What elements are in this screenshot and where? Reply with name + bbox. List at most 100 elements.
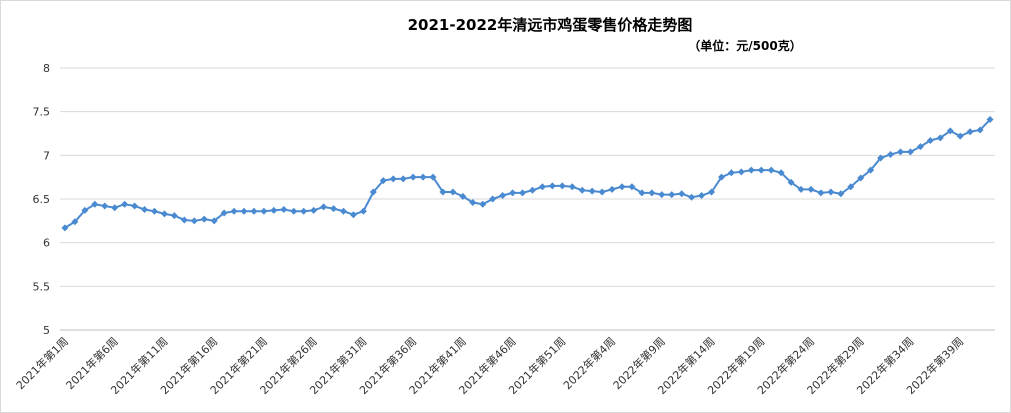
marker [548, 182, 556, 190]
marker [399, 175, 407, 183]
marker [976, 126, 984, 134]
marker [469, 198, 477, 206]
y-tick-label: 5 [43, 324, 50, 337]
marker [877, 154, 885, 162]
marker [359, 207, 367, 215]
marker [807, 185, 815, 193]
marker [180, 216, 188, 224]
y-tick-label: 7.5 [33, 106, 51, 119]
marker [747, 166, 755, 174]
marker [847, 183, 855, 191]
marker [91, 200, 99, 208]
marker [150, 207, 158, 215]
marker [618, 183, 626, 191]
marker [986, 116, 994, 124]
marker [837, 190, 845, 198]
marker [389, 175, 397, 183]
marker [926, 136, 934, 144]
marker [439, 188, 447, 196]
marker [429, 173, 437, 181]
marker [519, 189, 527, 197]
marker [568, 183, 576, 191]
marker [698, 192, 706, 200]
marker [81, 206, 89, 214]
marker [459, 192, 467, 200]
marker [61, 224, 69, 232]
marker [320, 203, 328, 211]
marker [528, 186, 536, 194]
marker [887, 150, 895, 158]
marker [379, 177, 387, 185]
marker [608, 185, 616, 193]
marker [489, 195, 497, 203]
marker [260, 207, 268, 215]
marker [558, 182, 566, 190]
marker [956, 132, 964, 140]
marker [270, 206, 278, 214]
marker [290, 207, 298, 215]
chart-subtitle: （单位：元/500克） [688, 38, 801, 53]
y-tick-label: 6.5 [33, 193, 51, 206]
marker [966, 128, 974, 136]
marker [717, 173, 725, 181]
marker [141, 205, 149, 213]
marker [578, 186, 586, 194]
marker [339, 207, 347, 215]
marker [708, 188, 716, 196]
marker [946, 127, 954, 135]
marker [827, 188, 835, 196]
marker [101, 202, 109, 210]
marker [330, 205, 338, 213]
marker [409, 173, 417, 181]
marker [230, 207, 238, 215]
marker [797, 185, 805, 193]
marker [538, 183, 546, 191]
marker [598, 188, 606, 196]
marker [210, 217, 218, 225]
marker [160, 210, 168, 218]
marker [220, 209, 228, 217]
marker [916, 143, 924, 151]
y-tick-label: 6 [43, 237, 50, 250]
marker [250, 207, 258, 215]
y-tick-label: 7 [43, 149, 50, 162]
line [64, 118, 991, 229]
marker [449, 188, 457, 196]
marker [767, 166, 775, 174]
marker [688, 193, 696, 201]
marker [628, 183, 636, 191]
marker [936, 134, 944, 142]
marker [111, 204, 119, 212]
marker [190, 217, 198, 225]
marker [857, 174, 865, 182]
marker [71, 218, 79, 226]
marker [200, 215, 208, 223]
marker [479, 200, 487, 208]
marker [369, 188, 377, 196]
marker [787, 178, 795, 186]
marker [280, 205, 288, 213]
marker [121, 200, 129, 208]
y-tick-label: 8 [43, 62, 50, 75]
marker [509, 189, 517, 197]
marker [906, 148, 914, 156]
marker [300, 207, 308, 215]
marker [897, 148, 905, 156]
marker [817, 189, 825, 197]
marker [638, 189, 646, 197]
marker [777, 169, 785, 177]
y-tick-label: 5.5 [33, 280, 51, 293]
marker [678, 190, 686, 198]
marker [867, 166, 875, 174]
chart-title: 2021-2022年清远市鸡蛋零售价格走势图 [408, 16, 693, 34]
marker [240, 207, 248, 215]
marker [170, 212, 178, 220]
marker [499, 192, 507, 200]
marker [648, 189, 656, 197]
marker [419, 173, 427, 181]
marker [131, 202, 139, 210]
marker [668, 191, 676, 199]
marker [349, 211, 357, 219]
marker [588, 187, 596, 195]
